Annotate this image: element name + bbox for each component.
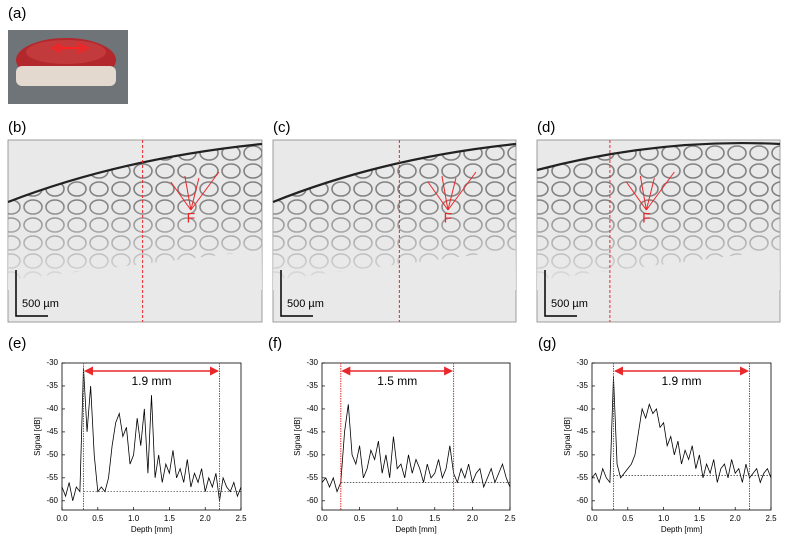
y-tick-label: -45: [576, 427, 588, 436]
y-tick-label: -30: [46, 358, 58, 367]
x-tick-label: 0.5: [92, 514, 104, 523]
panel-label: (g): [538, 335, 556, 352]
x-tick-label: 0.5: [354, 514, 366, 523]
panel-label: (c): [273, 119, 291, 136]
y-tick-label: -35: [306, 381, 318, 390]
depth-fade: [8, 200, 262, 290]
x-axis-label: Depth [mm]: [395, 525, 436, 534]
x-tick-label: 0.5: [622, 514, 634, 523]
surface: [272, 142, 517, 204]
x-tick-label: 2.5: [765, 514, 777, 523]
signal-line: [591, 376, 772, 484]
y-tick-label: -30: [306, 358, 318, 367]
annotation: F: [444, 210, 453, 226]
pointer: [184, 175, 192, 211]
pointer: [639, 175, 647, 211]
panel-label: (a): [8, 5, 26, 22]
plot-frame: [321, 362, 511, 511]
scale-bar: [544, 270, 577, 317]
y-tick-label: -45: [306, 427, 318, 436]
x-tick-label: 1.0: [128, 514, 140, 523]
x-axis-label: Depth [mm]: [661, 525, 702, 534]
y-tick-label: -40: [46, 404, 58, 413]
pointer: [190, 171, 220, 211]
pointer: [170, 181, 192, 211]
range-label: 1.9 mm: [131, 374, 171, 388]
y-tick-label: -40: [306, 404, 318, 413]
range-label: 1.5 mm: [377, 374, 417, 388]
x-tick-label: 1.5: [429, 514, 441, 523]
pointer: [625, 181, 647, 211]
y-tick-label: -55: [576, 473, 588, 482]
x-tick-label: 2.5: [504, 514, 516, 523]
y-tick-label: -30: [576, 358, 588, 367]
y-tick-label: -45: [46, 427, 58, 436]
range-label: 1.9 mm: [661, 374, 701, 388]
x-axis-label: Depth [mm]: [131, 525, 172, 534]
y-tick-label: -50: [576, 450, 588, 459]
x-tick-label: 2.0: [730, 514, 742, 523]
x-tick-label: 2.0: [467, 514, 479, 523]
x-tick-label: 2.5: [235, 514, 247, 523]
surface: [536, 141, 781, 172]
scale-bar: [15, 270, 48, 317]
pointer: [441, 175, 449, 211]
y-tick-label: -55: [46, 473, 58, 482]
x-tick-label: 1.0: [392, 514, 404, 523]
panel-label: (f): [268, 335, 282, 352]
x-tick-label: 1.5: [694, 514, 706, 523]
y-tick-label: -55: [306, 473, 318, 482]
panel-label: (e): [8, 335, 26, 352]
y-axis-label: Signal [dB]: [293, 417, 302, 456]
pointer: [645, 177, 655, 211]
scale-label: 500 µm: [22, 298, 59, 310]
photo: [8, 30, 128, 104]
pointer: [447, 177, 457, 211]
annotation: F: [187, 210, 196, 226]
y-tick-label: -60: [306, 496, 318, 505]
pointer: [447, 171, 477, 211]
pointer: [645, 171, 675, 211]
y-tick-label: -50: [46, 450, 58, 459]
depth-fade: [537, 200, 780, 290]
panel-label: (d): [537, 119, 555, 136]
annotation: F: [642, 210, 651, 226]
scale-label: 500 µm: [287, 298, 324, 310]
x-tick-label: 0.0: [316, 514, 328, 523]
x-tick-label: 1.5: [164, 514, 176, 523]
y-tick-label: -40: [576, 404, 588, 413]
x-tick-label: 2.0: [200, 514, 212, 523]
plot-frame: [61, 362, 242, 511]
y-tick-label: -60: [46, 496, 58, 505]
depth-fade: [273, 200, 516, 290]
plot-frame: [591, 362, 772, 511]
y-axis-label: Signal [dB]: [563, 417, 572, 456]
x-tick-label: 0.0: [586, 514, 598, 523]
x-tick-label: 0.0: [56, 514, 68, 523]
y-tick-label: -60: [576, 496, 588, 505]
pointer: [190, 177, 200, 211]
pointer: [427, 181, 449, 211]
signal-line: [321, 404, 511, 493]
scale-label: 500 µm: [551, 298, 588, 310]
x-tick-label: 1.0: [658, 514, 670, 523]
panel-label: (b): [8, 119, 26, 136]
signal-line: [61, 367, 242, 501]
y-tick-label: -35: [46, 381, 58, 390]
y-axis-label: Signal [dB]: [33, 417, 42, 456]
surface: [7, 142, 263, 204]
y-tick-label: -50: [306, 450, 318, 459]
y-tick-label: -35: [576, 381, 588, 390]
scale-bar: [280, 270, 313, 317]
